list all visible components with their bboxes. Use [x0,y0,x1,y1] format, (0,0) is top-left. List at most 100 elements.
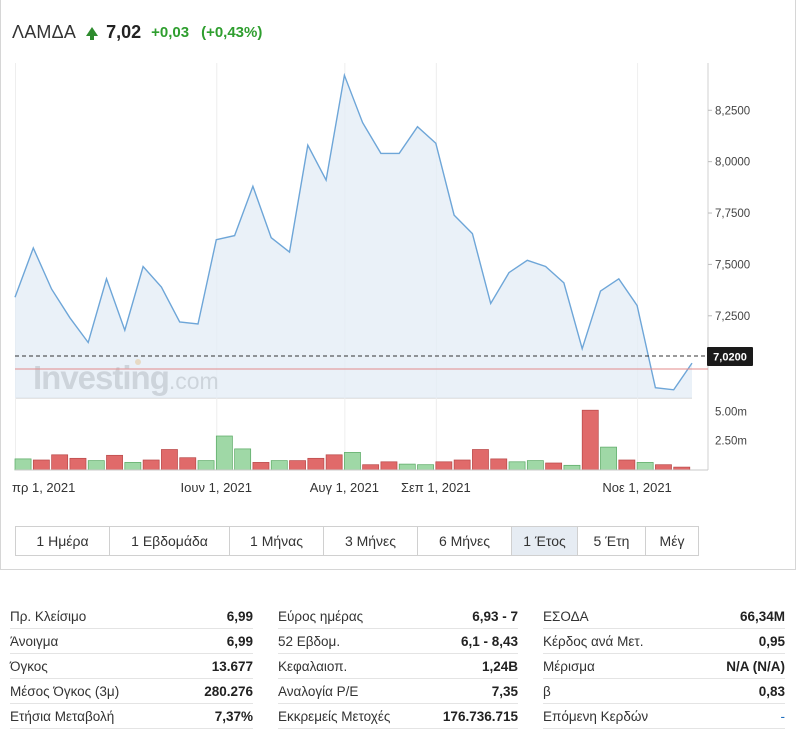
price-point[interactable] [269,235,274,240]
range-button[interactable]: 6 Μήνες [418,527,512,555]
price-point[interactable] [690,361,695,366]
volume-bar[interactable] [197,460,215,471]
volume-bar[interactable] [14,458,32,471]
volume-bar[interactable] [490,458,508,471]
stat-value: 0,95 [758,633,785,649]
range-button[interactable]: 1 Εβδομάδα [110,527,230,555]
price-point[interactable] [378,151,383,156]
price-volume-chart[interactable]: Investing.com7,02008,25008,00007,75007,5… [0,0,800,520]
volume-bar[interactable] [69,457,87,471]
price-point[interactable] [671,387,676,392]
volume-bar[interactable] [472,449,489,471]
stat-label: Εύρος ημέρας [278,608,364,624]
price-point[interactable] [433,141,438,146]
range-button[interactable]: 5 Έτη [578,527,646,555]
price-point[interactable] [507,270,512,275]
volume-bar[interactable] [344,452,361,471]
volume-bar[interactable] [270,460,288,471]
price-axis-label: 7,7500 [715,208,750,220]
stat-value: 6,99 [226,608,253,624]
range-button[interactable]: 1 Μήνας [230,527,324,555]
price-point[interactable] [305,143,310,148]
price-point[interactable] [324,178,329,183]
price-point[interactable] [488,301,493,306]
price-point[interactable] [31,245,36,250]
price-point[interactable] [653,385,658,390]
price-point[interactable] [452,213,457,218]
volume-bar[interactable] [417,464,434,471]
volume-bar[interactable] [325,454,343,471]
price-point[interactable] [250,184,255,189]
range-button[interactable]: Μέγ [646,527,698,555]
price-point[interactable] [232,233,237,238]
stat-label: Μέσος Όγκος (3μ) [10,683,120,699]
quote-header: ΛΑΜΔΑ 7,02 +0,03 (+0,43%) [12,20,262,44]
price-point[interactable] [543,264,548,269]
range-button[interactable]: 3 Μήνες [324,527,418,555]
volume-bar[interactable] [636,462,654,471]
volume-bar[interactable] [508,461,526,471]
volume-bar[interactable] [289,460,306,471]
volume-bar[interactable] [380,461,398,471]
price-point[interactable] [122,328,127,333]
volume-bar[interactable] [526,460,544,471]
price-point[interactable] [342,73,347,78]
volume-bar[interactable] [142,459,160,471]
volume-bar[interactable] [545,462,563,471]
price-point[interactable] [525,258,530,263]
price-point[interactable] [635,303,640,308]
volume-bar[interactable] [398,463,416,471]
price-point[interactable] [177,319,182,324]
price-point[interactable] [195,322,200,327]
volume-bar[interactable] [581,409,599,471]
stat-label: Αναλογία P/E [278,683,359,699]
price-point[interactable] [580,346,585,351]
price-point[interactable] [598,289,603,294]
stat-value: 6,1 - 8,43 [460,633,518,649]
price-change-percent: (+0,43%) [201,23,263,41]
price-point[interactable] [159,285,164,290]
range-button[interactable]: 1 Ημέρα [16,527,110,555]
price-point[interactable] [214,237,219,242]
x-axis-label: Ιουν 1, 2021 [181,480,252,495]
volume-bar[interactable] [655,464,672,471]
price-point[interactable] [470,231,475,236]
volume-bar[interactable] [453,459,471,471]
price-point[interactable] [49,287,54,292]
stat-row: Μέρισμα N/A (N/A) [543,654,785,679]
price-point[interactable] [360,120,365,125]
volume-bar[interactable] [600,446,617,471]
volume-bar[interactable] [106,454,123,471]
stats-column: Εύρος ημέρας 6,93 - 7 52 Εβδομ. 6,1 - 8,43 Κ… [278,604,518,729]
volume-bar[interactable] [179,457,197,471]
volume-bar[interactable] [124,462,142,471]
price-point[interactable] [86,340,91,345]
volume-axis-label: 5.00m [715,406,747,418]
volume-bar[interactable] [435,461,453,471]
price-area-fill [15,75,692,399]
price-point[interactable] [287,250,292,255]
volume-bar[interactable] [618,459,636,471]
volume-bar[interactable] [563,464,581,471]
price-point[interactable] [141,264,146,269]
price-point[interactable] [415,124,420,129]
price-point[interactable] [616,276,621,281]
stat-label: Επόμενη Κερδών [543,708,649,724]
price-axis-label: 7,2500 [715,311,750,323]
price-point[interactable] [561,280,566,285]
volume-bar[interactable] [32,459,50,471]
volume-bar[interactable] [362,464,380,471]
range-button[interactable]: 1 Έτος [512,527,578,555]
volume-bar[interactable] [252,462,270,471]
volume-bar[interactable] [307,457,325,471]
price-point[interactable] [13,295,18,300]
x-axis-label: Νοε 1, 2021 [602,480,671,495]
volume-bar[interactable] [215,435,233,471]
volume-bar[interactable] [87,460,105,471]
volume-bar[interactable] [51,454,69,471]
volume-bar[interactable] [161,449,178,471]
volume-bar[interactable] [234,448,252,471]
price-point[interactable] [104,276,109,281]
price-point[interactable] [397,151,402,156]
price-point[interactable] [67,315,72,320]
